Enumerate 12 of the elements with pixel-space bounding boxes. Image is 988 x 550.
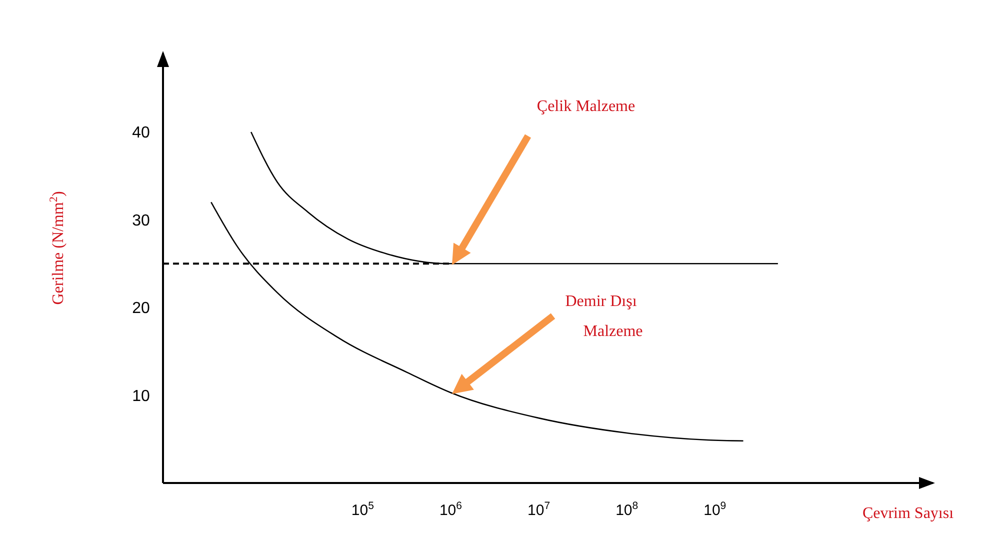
y-tick-label: 40 [132, 124, 150, 142]
x-tick-label: 10$^{5}$ [351, 500, 374, 519]
x-tick-label: 10$^{8}$ [616, 500, 638, 519]
y-tick-label: 30 [132, 212, 150, 230]
y-tick-label: 10 [132, 388, 150, 405]
annotation: Demir Dışı Malzeme [565, 293, 643, 340]
y-tick-label: 20 [132, 300, 150, 318]
x-tick-label: 10$^{6}$ [439, 500, 462, 519]
annotation: Çelik Malzeme [536, 98, 636, 115]
x-axis-title: Çevrim Sayısı [862, 505, 954, 522]
x-tick-label: 10$^{7}$ [528, 500, 550, 519]
x-tick-label: 10$^{9}$ [704, 500, 726, 519]
